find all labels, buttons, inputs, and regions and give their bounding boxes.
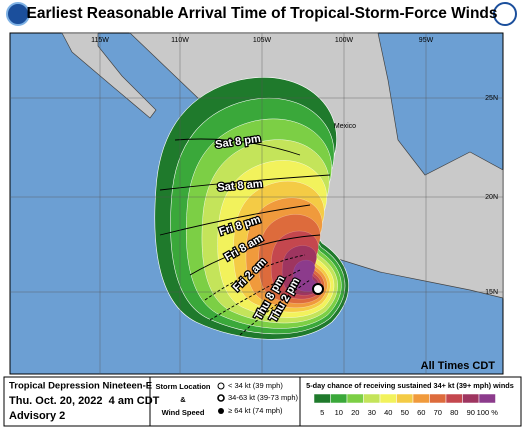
- lon-label: 95W: [419, 37, 434, 44]
- time-contour: [159, 204, 311, 236]
- scale-label: 30: [368, 408, 376, 417]
- key-icon: [217, 394, 225, 402]
- key-item: 34-63 kt (39-73 mph): [228, 393, 299, 402]
- key-item: < 34 kt (39 mph): [228, 381, 283, 390]
- time-contour: [204, 254, 306, 301]
- scale-swatch: [462, 393, 480, 404]
- time-contour: [209, 269, 301, 321]
- baja-peninsula: [61, 32, 157, 119]
- scale-label: 40: [384, 408, 392, 417]
- lon-label: 115W: [91, 37, 109, 44]
- lat-label: 15N: [485, 289, 498, 296]
- storm-name: Tropical Depression Nineteen-E: [9, 381, 152, 392]
- lat-label: 25N: [485, 95, 498, 102]
- scale-swatch: [346, 393, 364, 404]
- nws-logo: [493, 2, 517, 26]
- lat-label: 20N: [485, 194, 498, 201]
- scale-swatch: [363, 393, 381, 404]
- scale-title: 5-day chance of receiving sustained 34+ …: [306, 381, 514, 390]
- storm-location: [312, 283, 324, 295]
- scale-label: 100 %: [477, 408, 499, 417]
- time-contour: [189, 234, 321, 276]
- scale-label: 80: [450, 408, 458, 417]
- country-label: Mexico: [334, 123, 356, 130]
- scale-swatch: [379, 393, 397, 404]
- storm-date: Thu. Oct. 20, 2022 4 am CDT: [9, 395, 160, 407]
- lon-label: 110W: [171, 37, 189, 44]
- time-contour: [174, 138, 301, 156]
- title: Earliest Reasonable Arrival Time of Trop…: [26, 5, 497, 22]
- key-title: Storm Location: [155, 382, 210, 391]
- probability-swath: [154, 77, 349, 340]
- scale-label: 20: [351, 408, 359, 417]
- key-title: Wind Speed: [162, 408, 205, 417]
- scale-swatch: [412, 393, 430, 404]
- time-label: Sat 8 am: [217, 178, 263, 194]
- lon-label: 105W: [253, 37, 272, 44]
- scale-label: 5: [320, 408, 324, 417]
- time-contours: [159, 138, 331, 336]
- key-item: ≥ 64 kt (74 mph): [228, 406, 283, 415]
- scale-label: 60: [417, 408, 425, 417]
- scale-label: 50: [401, 408, 409, 417]
- lon-label: 100W: [335, 37, 354, 44]
- scale-swatch: [445, 393, 463, 404]
- scale-label: 70: [434, 408, 442, 417]
- note: All Times CDT: [421, 360, 496, 372]
- scale-swatch: [478, 393, 496, 404]
- scale-swatch: [396, 393, 414, 404]
- time-contour: [159, 174, 331, 191]
- scale-swatch: [313, 393, 331, 404]
- map: [9, 32, 504, 375]
- time-contour: [239, 279, 311, 336]
- scale-label: 10: [335, 408, 343, 417]
- scale-swatch: [429, 393, 447, 404]
- footer: Tropical Depression Nineteen-E Thu. Oct.…: [3, 376, 522, 427]
- key-amp: &: [180, 395, 186, 404]
- scale-label: 90: [467, 408, 475, 417]
- key-icon: [218, 408, 224, 414]
- advisory: Advisory 2: [9, 410, 65, 422]
- noaa-logo: [6, 2, 30, 26]
- key-icon: [217, 382, 225, 390]
- scale-swatch: [330, 393, 348, 404]
